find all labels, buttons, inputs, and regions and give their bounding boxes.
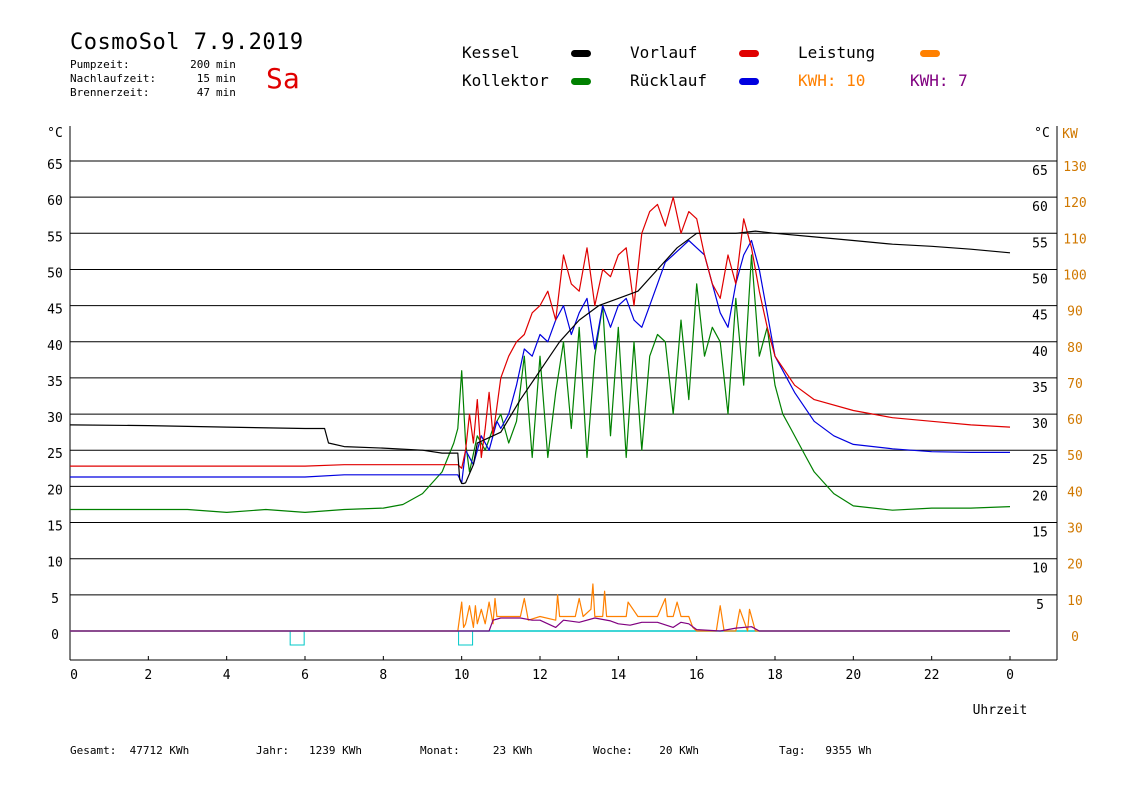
y-tick-right-temp-60: 60 — [1032, 200, 1048, 215]
y-tick-right-temp-50: 50 — [1032, 272, 1048, 287]
info-row-pumpzeit: Pumpzeit: 200 min — [70, 58, 236, 71]
y-tick-right-temp-20: 20 — [1032, 489, 1048, 504]
y-tick-left-15: 15 — [47, 520, 63, 535]
y-tick-right-temp-10: 10 — [1032, 562, 1048, 577]
x-tick-4: 8 — [379, 668, 387, 683]
y-tick-left-65: 65 — [47, 158, 63, 173]
y-tick-left-35: 35 — [47, 375, 63, 390]
y-tick-right-power-90: 90 — [1067, 305, 1083, 320]
legend-swatch-ruecklauf — [739, 78, 759, 85]
y-tick-right-power-50: 50 — [1067, 449, 1083, 464]
y-unit-left: °C — [47, 126, 63, 141]
y-unit-right-temp: °C — [1034, 126, 1050, 141]
footer-jahr: Jahr: 1239 KWh — [256, 744, 362, 757]
legend-label-leistung: Leistung — [798, 43, 876, 62]
legend-label-ruecklauf: Rücklauf — [630, 71, 708, 90]
y-tick-right-temp-35: 35 — [1032, 381, 1048, 396]
x-tick-11: 22 — [924, 668, 940, 683]
info-row-brennerzeit: Brennerzeit: 47 min — [70, 86, 236, 99]
legend-kwh-1: KWH: 10 — [798, 71, 865, 90]
y-tick-left-5: 5 — [51, 592, 59, 607]
y-tick-right-power-0: 0 — [1071, 630, 1079, 645]
legend-swatch-leistung — [920, 50, 940, 57]
legend-kwh-2-label: KWH: — [910, 71, 949, 90]
info-block: Pumpzeit: 200 min Nachlaufzeit: 15 min Brenn… — [70, 58, 236, 100]
series-line-kollektor — [70, 254, 1011, 513]
y-tick-left-25: 25 — [47, 447, 63, 462]
x-tick-12: 0 — [1006, 668, 1014, 683]
y-tick-left-20: 20 — [47, 483, 63, 498]
x-tick-8: 16 — [689, 668, 705, 683]
footer-woche: Woche: 20 KWh — [593, 744, 699, 757]
legend-kwh-1-value: 10 — [846, 71, 866, 90]
x-tick-10: 20 — [846, 668, 862, 683]
y-tick-left-0: 0 — [51, 628, 59, 643]
x-tick-2: 4 — [223, 668, 231, 683]
legend-kwh-2: KWH: 7 — [910, 71, 968, 90]
time-marker-1 — [458, 630, 474, 646]
x-tick-3: 6 — [301, 668, 309, 683]
y-tick-right-power-20: 20 — [1067, 558, 1083, 573]
y-tick-left-30: 30 — [47, 411, 63, 426]
series-line-ruecklauf — [70, 239, 1010, 484]
footer-gesamt: Gesamt: 47712 KWh — [70, 744, 190, 757]
footer-tag: Tag: 9355 Wh — [779, 744, 872, 757]
x-tick-5: 10 — [454, 668, 470, 683]
y-tick-left-45: 45 — [47, 303, 63, 318]
y-tick-right-power-40: 40 — [1067, 485, 1083, 500]
y-tick-right-power-60: 60 — [1067, 413, 1083, 428]
legend-label-vorlauf: Vorlauf — [630, 43, 698, 62]
legend-swatch-kollektor — [571, 78, 591, 85]
series-line-pumpe — [70, 617, 1010, 632]
y-tick-right-power-130: 130 — [1063, 160, 1086, 175]
y-tick-left-55: 55 — [47, 230, 63, 245]
y-tick-right-temp-65: 65 — [1032, 164, 1048, 179]
y-tick-right-power-110: 110 — [1063, 232, 1086, 247]
series-line-kessel — [69, 230, 1011, 485]
y-tick-right-temp-25: 25 — [1032, 453, 1048, 468]
series-line-leistung — [70, 583, 1010, 632]
y-tick-right-power-10: 10 — [1067, 594, 1083, 609]
weekday-label: Sa — [266, 62, 300, 95]
x-tick-9: 18 — [767, 668, 783, 683]
y-tick-right-power-70: 70 — [1067, 377, 1083, 392]
y-tick-left-40: 40 — [47, 339, 63, 354]
y-tick-right-temp-55: 55 — [1032, 236, 1048, 251]
y-tick-right-power-100: 100 — [1063, 268, 1086, 283]
y-tick-right-temp-30: 30 — [1032, 417, 1048, 432]
y-tick-left-60: 60 — [47, 194, 63, 209]
y-tick-right-temp-15: 15 — [1032, 526, 1048, 541]
y-tick-left-10: 10 — [47, 556, 63, 571]
time-marker-0 — [289, 630, 305, 646]
legend-swatch-kessel — [571, 50, 591, 57]
y-tick-right-power-80: 80 — [1067, 341, 1083, 356]
legend-label-kollektor: Kollektor — [462, 71, 549, 90]
y-unit-right-power: KW — [1062, 127, 1078, 142]
x-tick-7: 14 — [611, 668, 627, 683]
y-tick-right-temp-45: 45 — [1032, 309, 1048, 324]
x-tick-1: 2 — [144, 668, 152, 683]
x-tick-6: 12 — [532, 668, 548, 683]
legend-kwh-1-label: KWH: — [798, 71, 837, 90]
info-row-nachlaufzeit: Nachlaufzeit: 15 min — [70, 72, 236, 85]
series-line-vorlauf — [70, 196, 1011, 469]
legend-kwh-2-value: 7 — [958, 71, 968, 90]
legend-label-kessel: Kessel — [462, 43, 520, 62]
x-tick-0: 0 — [70, 668, 78, 683]
footer-monat: Monat: 23 KWh — [420, 744, 533, 757]
y-tick-right-temp-5: 5 — [1036, 598, 1044, 613]
x-axis-label: Uhrzeit — [973, 703, 1028, 718]
chart-title: CosmoSol 7.9.2019 — [70, 30, 304, 55]
y-tick-right-power-30: 30 — [1067, 522, 1083, 537]
legend-swatch-vorlauf — [739, 50, 759, 57]
y-tick-right-power-120: 120 — [1063, 196, 1086, 211]
y-tick-left-50: 50 — [47, 266, 63, 281]
y-tick-right-temp-40: 40 — [1032, 345, 1048, 360]
